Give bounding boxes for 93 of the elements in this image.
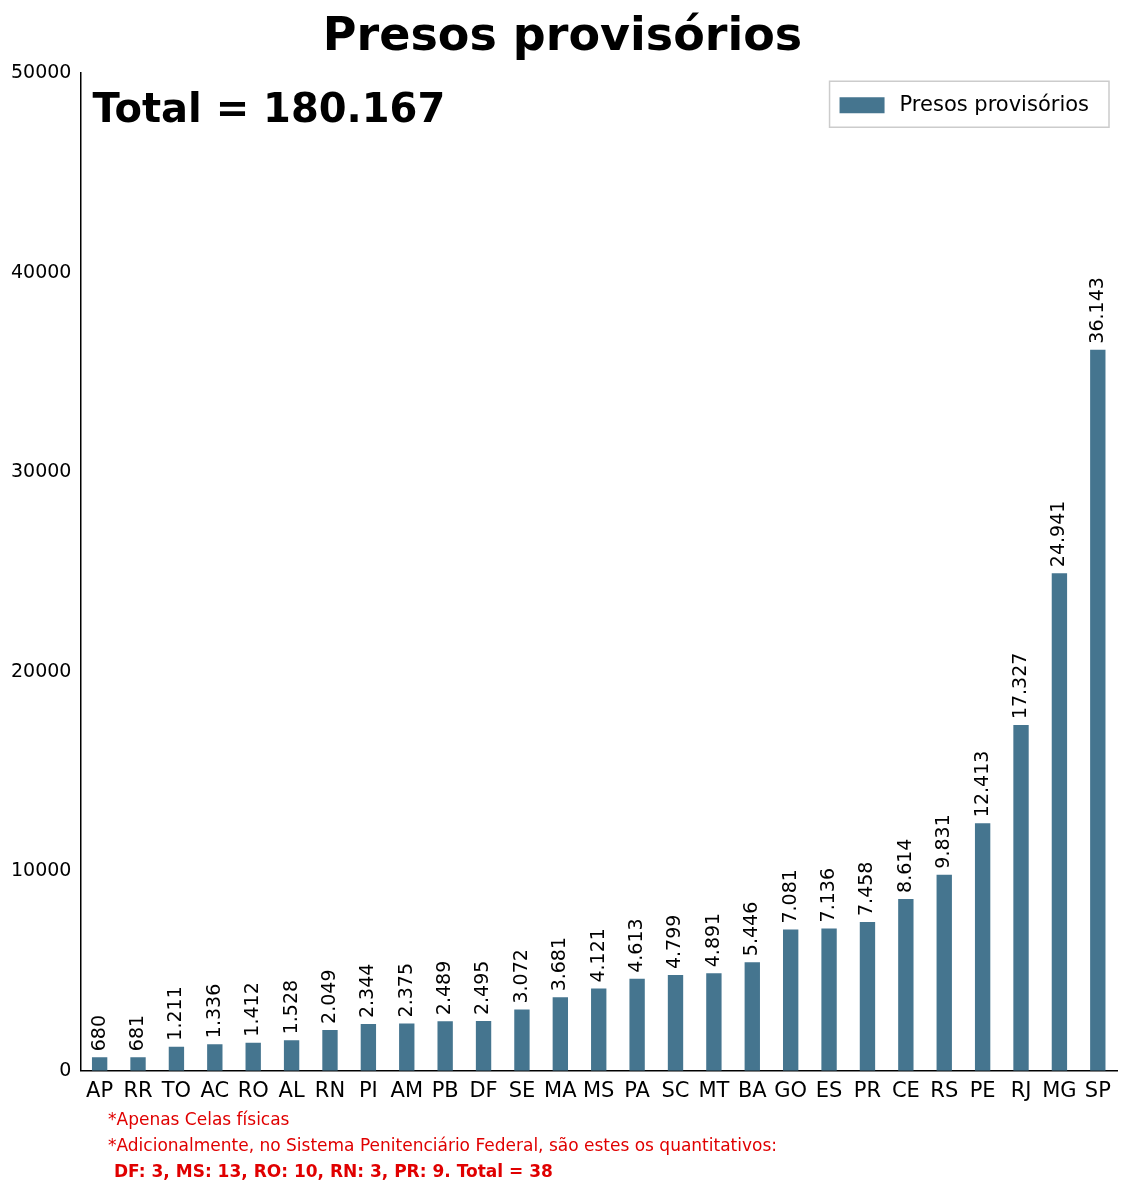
bar: [667, 975, 684, 1071]
bar: [821, 928, 837, 1071]
text: *Apenas Celas físicas: [108, 1108, 291, 1131]
data-label: 1.528: [278, 979, 301, 1035]
x-tick-label: PI: [358, 1077, 378, 1102]
data-label: 1.211: [163, 986, 186, 1041]
data-label: 4.613: [624, 918, 647, 973]
y-tick-label: 0: [59, 1057, 72, 1080]
data-label: 680: [86, 1014, 109, 1052]
annotation: Total = 180.167: [92, 84, 446, 131]
x-tick-label: SP: [1084, 1077, 1111, 1102]
x-tick-label: CE: [891, 1077, 920, 1102]
text: DF: 3, MS: 13, RO: 10, RN: 3, PR: 9. Total = 38: [114, 1160, 554, 1183]
bar: [706, 973, 722, 1071]
bar: [91, 1057, 108, 1071]
x-tick-label: MA: [544, 1077, 578, 1102]
x-tick-label: SE: [508, 1077, 536, 1102]
bar: [898, 898, 914, 1071]
data-label: 12.413: [969, 750, 992, 818]
data-label: 2.344: [355, 963, 378, 1019]
data-label: 681: [124, 1014, 147, 1052]
x-tick-label: MT: [698, 1077, 730, 1102]
data-label: 4.891: [700, 912, 723, 968]
x-tick-label: PR: [853, 1077, 882, 1102]
bar: [859, 922, 876, 1071]
bar: [974, 823, 991, 1071]
y-tick-label: 10000: [10, 858, 72, 881]
bar: [1051, 573, 1068, 1071]
bar: [168, 1046, 185, 1071]
y-tick-label: 50000: [10, 60, 72, 83]
bar: [1090, 349, 1106, 1071]
bar: [437, 1021, 453, 1071]
x-tick-label: AM: [390, 1077, 424, 1102]
bar: [783, 929, 799, 1071]
x-tick-label: PB: [431, 1077, 459, 1102]
x-tick-label: PA: [624, 1077, 651, 1102]
bar: [552, 997, 569, 1071]
x-tick-label: AP: [86, 1077, 114, 1102]
x-tick-label: ES: [815, 1077, 843, 1102]
x-tick-label: RR: [123, 1077, 153, 1102]
data-label: 3.072: [508, 949, 531, 1004]
x-tick-label: RJ: [1010, 1077, 1032, 1102]
data-label: 8.614: [892, 838, 915, 893]
bar: [475, 1021, 492, 1071]
data-label: 1.412: [240, 982, 263, 1037]
data-label: 4.121: [585, 928, 608, 983]
bar: [744, 962, 760, 1071]
x-tick-label: PE: [969, 1077, 996, 1102]
y-tick-label: 30000: [10, 459, 72, 482]
x-tick-label: TO: [160, 1077, 192, 1102]
data-label: 7.136: [816, 868, 838, 923]
bar: [399, 1023, 415, 1071]
data-label: 9.831: [931, 814, 954, 869]
data-label: 2.489: [432, 960, 455, 1016]
data-label: 2.495: [470, 960, 493, 1016]
data-label: 36.143: [1084, 277, 1107, 344]
legend-label: Presos provisórios: [899, 91, 1089, 116]
data-label: 7.458: [854, 861, 877, 916]
data-label: 17.327: [1007, 652, 1030, 720]
data-label: 7.081: [777, 869, 800, 924]
x-tick-label: AL: [278, 1077, 305, 1102]
data-label: 1.336: [201, 983, 224, 1039]
x-tick-label: MS: [582, 1077, 615, 1102]
data-label: 3.681: [547, 936, 570, 992]
bar: [245, 1042, 261, 1071]
data-label: 4.799: [662, 914, 685, 970]
bar: [360, 1024, 377, 1071]
x-tick-label: BA: [737, 1077, 768, 1102]
bar: [591, 988, 607, 1071]
data-label: 5.446: [739, 901, 762, 957]
bar: [629, 978, 645, 1071]
bar: [514, 1009, 530, 1071]
x-tick-label: RS: [930, 1077, 959, 1102]
bar: [207, 1044, 223, 1071]
y-tick-label: 20000: [10, 658, 72, 681]
data-label: 2.049: [316, 969, 339, 1024]
bar: [936, 874, 952, 1071]
y-tick-label: 40000: [10, 259, 72, 282]
x-tick-label: SC: [661, 1077, 690, 1102]
bar: [283, 1040, 300, 1071]
data-label: 2.375: [393, 963, 416, 1018]
data-label: 24.941: [1046, 500, 1069, 568]
x-tick-label: RN: [314, 1077, 346, 1102]
x-tick-label: DF: [469, 1077, 498, 1102]
bar: [1013, 725, 1029, 1071]
chart-title: Presos provisórios: [322, 6, 803, 61]
text: *Adicionalmente, no Sistema Penitenciário Federal, são estes os quantitativos:: [108, 1134, 779, 1157]
bar: [130, 1057, 146, 1071]
x-tick-label: RO: [237, 1077, 269, 1102]
x-tick-label: AC: [200, 1077, 230, 1102]
x-tick-label: MG: [1042, 1077, 1077, 1102]
bar: [322, 1029, 338, 1071]
x-tick-label: GO: [774, 1077, 808, 1102]
